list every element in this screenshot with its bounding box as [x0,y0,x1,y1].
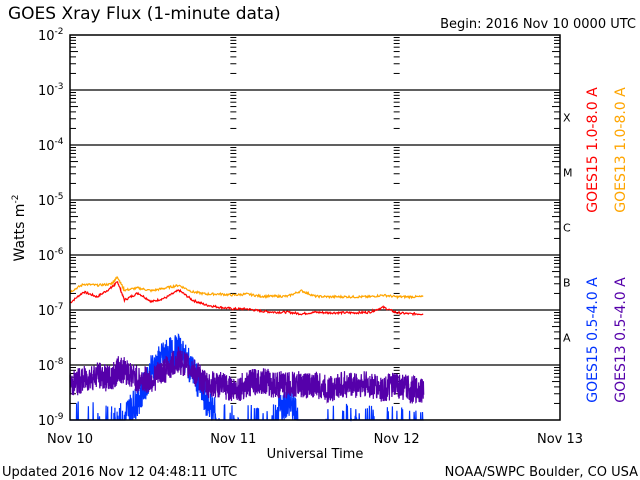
y-tick-base: 10 [38,194,55,209]
y-tick-exponent: -5 [55,192,64,202]
y-tick-exponent: -9 [55,412,64,422]
x-tick-label: Nov 12 [374,432,420,447]
y-tick-base: 10 [38,359,55,374]
y-tick-exponent: -6 [55,247,64,257]
chart-title: GOES Xray Flux (1-minute data) [8,4,281,24]
y-tick-label: 10-4 [38,137,64,154]
y-tick-base: 10 [38,139,55,154]
y-tick-label: 10-7 [38,302,64,319]
y-tick-base: 10 [38,84,55,99]
y-tick-base: 10 [38,304,55,319]
y-tick-label: 10-2 [38,27,64,44]
series-line-4 [69,346,425,404]
y-tick-base: 10 [38,29,55,44]
series-line-2 [69,275,424,300]
y-tick-exponent: -2 [55,27,64,37]
begin-label: Begin: 2016 Nov 10 0000 UTC [440,17,636,32]
flare-class-label: B [563,277,571,290]
y-axis-label: Watts m-2 [11,195,28,262]
y-tick-base: 10 [38,414,55,429]
y-tick-label: 10-3 [38,82,64,99]
plot-frame [69,34,561,421]
flare-class-label: M [563,167,573,180]
y-tick-exponent: -7 [55,302,64,312]
series-line-1 [69,281,424,317]
y-tick-exponent: -4 [55,137,64,147]
flare-class-label: A [563,332,571,345]
updated-timestamp: Updated 2016 Nov 12 04:48:11 UTC [2,465,237,480]
y-tick-label: 10-9 [38,412,64,429]
legend: GOES15 1.0-8.0 A GOES13 1.0-8.0 A GOES15 0… [585,87,629,403]
flare-class-label: X [563,112,571,125]
x-tick-label: Nov 11 [210,432,256,447]
x-tick-labels: Nov 10 Nov 11 Nov 12 Nov 13 [47,432,583,447]
x-axis-label: Universal Time [267,447,364,462]
y-tick-base: 10 [38,249,55,264]
gridlines [70,89,560,366]
flare-class-labels: X M C B A [563,112,573,345]
series-lines [69,275,425,422]
legend-entry: GOES15 0.5-4.0 A [585,277,601,403]
legend-entry: GOES13 1.0-8.0 A [613,87,629,213]
legend-entry: GOES15 1.0-8.0 A [585,87,601,213]
y-tick-label: 10-8 [38,357,64,374]
flare-class-label: C [563,222,571,235]
legend-entry: GOES13 0.5-4.0 A [613,277,629,403]
y-tick-labels: 10-210-310-410-510-610-710-810-9 [38,27,64,429]
y-tick-exponent: -8 [55,357,64,367]
x-tick-label: Nov 13 [537,432,583,447]
y-tick-label: 10-5 [38,192,64,209]
credit-label: NOAA/SWPC Boulder, CO USA [445,465,638,480]
y-tick-label: 10-6 [38,247,64,264]
y-tick-exponent: -3 [55,82,64,92]
axis-ticks [70,37,560,404]
x-tick-label: Nov 10 [47,432,93,447]
